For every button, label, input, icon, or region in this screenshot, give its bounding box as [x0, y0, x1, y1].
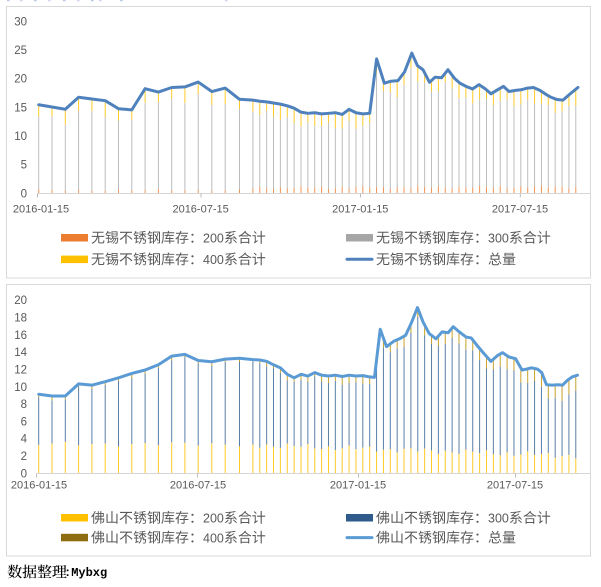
svg-text:15: 15 — [14, 102, 27, 114]
svg-text::Mybxg: :Mybxg — [64, 566, 107, 580]
svg-text:2017-07-15: 2017-07-15 — [492, 203, 548, 215]
svg-text:8: 8 — [21, 399, 27, 411]
svg-text:16: 16 — [14, 330, 27, 342]
svg-text:30: 30 — [14, 16, 27, 28]
svg-text:10: 10 — [14, 131, 27, 143]
svg-text:2017-01-15: 2017-01-15 — [332, 203, 388, 215]
svg-text:2016-01-15: 2016-01-15 — [13, 203, 69, 215]
svg-text:6: 6 — [21, 416, 27, 428]
svg-text:400: 400 — [203, 531, 224, 545]
svg-text:14: 14 — [14, 347, 27, 359]
svg-text:2016-07-15: 2016-07-15 — [172, 203, 228, 215]
svg-text:200: 200 — [203, 232, 224, 246]
svg-text:10: 10 — [14, 382, 27, 394]
svg-text:2016-07-15: 2016-07-15 — [170, 480, 226, 492]
svg-text:2017-07-15: 2017-07-15 — [487, 480, 543, 492]
svg-text:12: 12 — [14, 364, 27, 376]
svg-text:2017-01-15: 2017-01-15 — [330, 480, 386, 492]
svg-text:25: 25 — [14, 45, 27, 57]
svg-text:4: 4 — [21, 434, 28, 446]
svg-text:300: 300 — [488, 232, 509, 246]
svg-text:5: 5 — [21, 160, 27, 172]
svg-text:200: 200 — [203, 512, 224, 526]
svg-text:20: 20 — [14, 74, 27, 86]
svg-text:400: 400 — [203, 253, 224, 267]
svg-text:0: 0 — [21, 468, 27, 480]
svg-text:0: 0 — [21, 188, 27, 200]
svg-text:18: 18 — [14, 312, 27, 324]
svg-text:2016-01-15: 2016-01-15 — [11, 480, 67, 492]
svg-text:20: 20 — [14, 295, 27, 307]
svg-text:2: 2 — [21, 451, 27, 463]
svg-text:300: 300 — [488, 512, 509, 526]
